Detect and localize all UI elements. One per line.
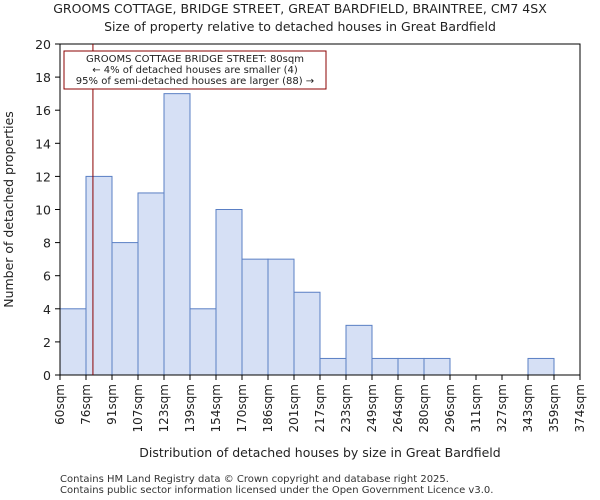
- x-tick-label: 343sqm: [521, 384, 535, 432]
- x-tick-label: 76sqm: [79, 384, 93, 425]
- bar-217sqm: [319, 357, 347, 376]
- y-tick-label: 20: [35, 37, 51, 52]
- footer-copyright: Contains HM Land Registry data © Crown c…: [60, 474, 449, 485]
- y-tick-label: 4: [43, 302, 51, 317]
- x-tick-label: 186sqm: [261, 384, 275, 432]
- x-tick-label: 249sqm: [365, 384, 379, 432]
- bar-264sqm: [397, 357, 425, 376]
- x-tick-label: 359sqm: [547, 384, 561, 432]
- y-axis-label: Number of detached properties: [1, 111, 16, 308]
- chart-title: GROOMS COTTAGE, BRIDGE STREET, GREAT BAR…: [53, 1, 547, 16]
- x-tick-label: 327sqm: [495, 384, 509, 432]
- y-tick-label: 12: [35, 169, 51, 184]
- x-tick-label: 311sqm: [469, 384, 483, 432]
- bar-201sqm: [293, 291, 321, 376]
- x-tick-label: 154sqm: [209, 384, 223, 432]
- x-tick-label: 201sqm: [287, 384, 301, 432]
- bar-107sqm: [137, 192, 165, 376]
- bar-233sqm: [345, 324, 373, 376]
- y-tick-label: 0: [43, 368, 51, 383]
- x-tick-label: 139sqm: [183, 384, 197, 432]
- y-tick-label: 18: [35, 70, 51, 85]
- bar-91sqm: [111, 242, 139, 376]
- x-axis-label: Distribution of detached houses by size …: [139, 445, 500, 460]
- bar-123sqm: [163, 93, 191, 376]
- x-tick-label: 233sqm: [339, 384, 353, 432]
- x-tick-label: 264sqm: [391, 384, 405, 432]
- annotation-line-2: ← 4% of detached houses are smaller (4): [92, 65, 298, 76]
- x-tick-label: 91sqm: [105, 384, 119, 425]
- annotation-line-1: GROOMS COTTAGE BRIDGE STREET: 80sqm: [86, 54, 304, 65]
- y-tick-label: 6: [43, 269, 51, 284]
- bar-170sqm: [241, 258, 269, 376]
- bar-249sqm: [371, 357, 399, 376]
- x-tick-label: 107sqm: [131, 384, 145, 432]
- y-tick-label: 14: [35, 136, 51, 151]
- y-tick-label: 10: [35, 203, 51, 218]
- x-tick-label: 123sqm: [157, 384, 171, 432]
- x-tick-label: 296sqm: [443, 384, 457, 432]
- x-tick-label: 60sqm: [53, 384, 67, 425]
- bar-139sqm: [189, 308, 217, 376]
- annotation-box: [63, 50, 327, 90]
- bar-343sqm: [527, 357, 555, 376]
- y-tick-label: 8: [43, 236, 51, 251]
- bar-280sqm: [423, 357, 451, 376]
- chart-subtitle: Size of property relative to detached ho…: [104, 19, 496, 34]
- bar-154sqm: [215, 209, 243, 376]
- annotation-line-3: 95% of semi-detached houses are larger (…: [76, 76, 314, 87]
- footer-licence: Contains public sector information licen…: [60, 485, 494, 496]
- x-tick-label: 217sqm: [313, 384, 327, 432]
- bar-186sqm: [267, 258, 295, 376]
- bar-60sqm: [59, 308, 87, 376]
- x-tick-label: 374sqm: [573, 384, 587, 432]
- x-tick-label: 280sqm: [417, 384, 431, 432]
- x-tick-label: 170sqm: [235, 384, 249, 432]
- bar-76sqm: [85, 175, 113, 376]
- y-tick-label: 16: [35, 103, 51, 118]
- y-tick-label: 2: [43, 335, 51, 350]
